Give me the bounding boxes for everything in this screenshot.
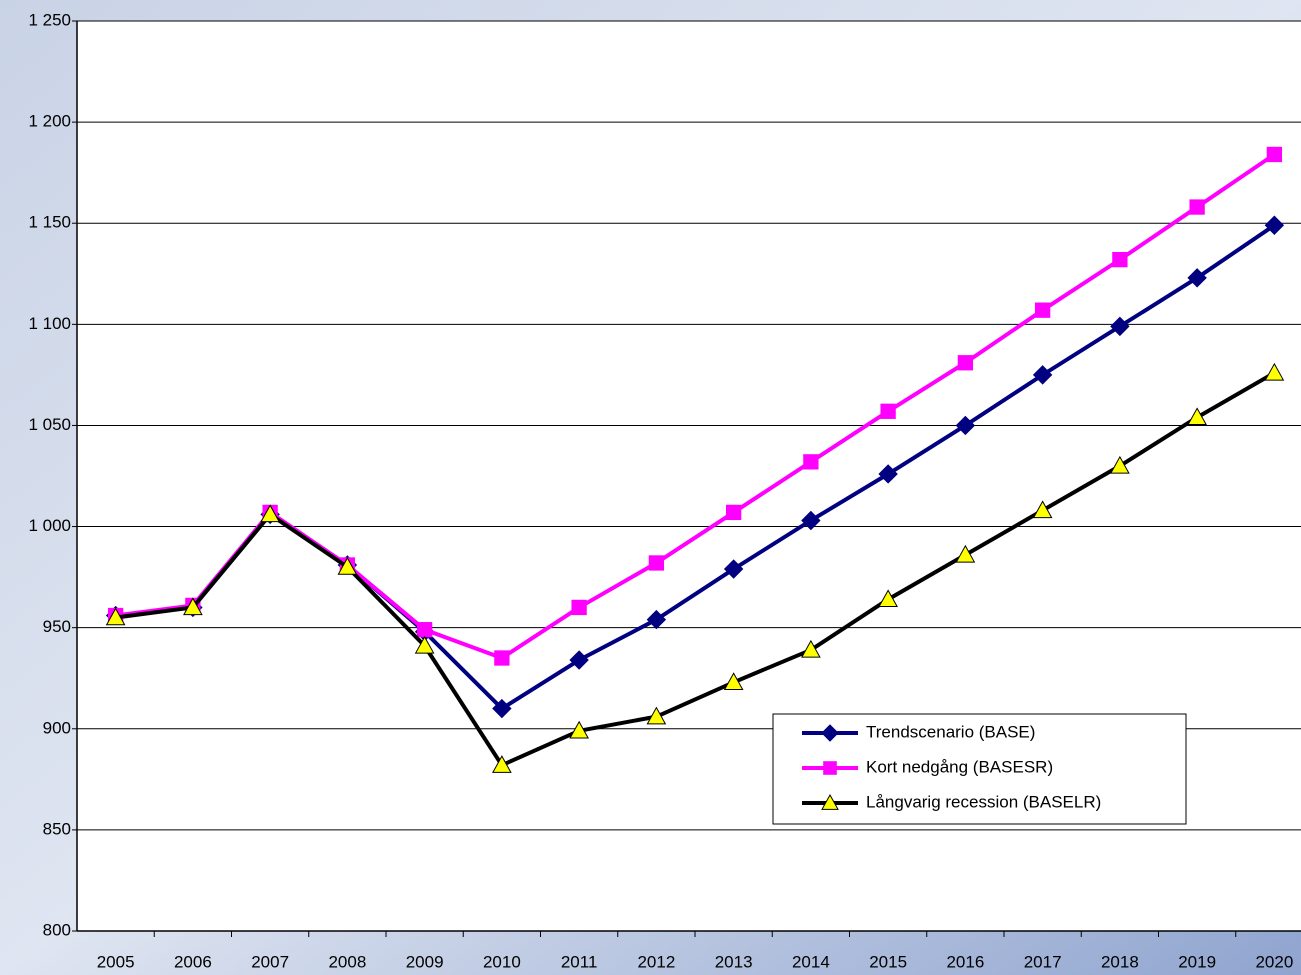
x-tick-label: 2005 <box>97 952 135 971</box>
marker <box>260 504 280 523</box>
x-tick-label: 2015 <box>869 952 907 971</box>
marker <box>1110 455 1130 474</box>
marker <box>1110 316 1130 337</box>
marker <box>723 672 744 690</box>
marker <box>1264 362 1285 381</box>
x-tick-label: 2014 <box>792 952 830 971</box>
x-tick-label: 2007 <box>251 952 289 971</box>
y-tick-label: 800 <box>43 920 71 939</box>
y-tick-label: 900 <box>43 718 71 737</box>
y-tick-label: 1 000 <box>28 516 71 535</box>
marker <box>878 464 898 484</box>
marker <box>1187 268 1207 288</box>
x-tick-label: 2008 <box>328 952 366 971</box>
marker <box>492 755 512 773</box>
marker <box>803 454 819 470</box>
marker <box>801 510 821 531</box>
y-tick-label: 1 150 <box>28 213 71 232</box>
marker <box>1032 365 1053 385</box>
marker <box>1189 199 1205 215</box>
grid: 800 850 900 950 1 000 1 050 1 100 1 150 1 200 1 2… <box>28 10 1301 971</box>
series-line <box>115 371 1276 768</box>
marker <box>414 635 435 654</box>
x-tick-label: 2018 <box>1101 952 1139 971</box>
marker <box>646 609 667 630</box>
marker <box>569 650 589 670</box>
marker <box>571 599 587 616</box>
x-tick-label: 2010 <box>483 952 521 971</box>
marker <box>1032 500 1053 519</box>
marker <box>878 589 898 608</box>
y-tick-label: 850 <box>43 819 71 838</box>
marker <box>337 556 358 575</box>
x-tick-label: 2020 <box>1255 952 1293 971</box>
marker <box>823 761 837 775</box>
x-tick-label: 2019 <box>1178 952 1216 971</box>
x-tick-label: 2016 <box>946 952 984 971</box>
marker <box>416 622 433 638</box>
y-tick-label: 1 200 <box>28 112 71 131</box>
marker <box>105 607 126 626</box>
x-tick-label: 2006 <box>174 952 212 971</box>
marker <box>955 544 976 563</box>
marker <box>725 504 742 521</box>
x-tick-label: 2009 <box>406 952 444 971</box>
marker <box>955 415 976 436</box>
legend-label: Kort nedgång (BASESR) <box>866 757 1053 776</box>
marker <box>1034 302 1051 318</box>
marker <box>648 555 665 571</box>
marker <box>646 706 667 725</box>
marker <box>1266 146 1283 163</box>
marker <box>183 597 203 616</box>
marker <box>492 698 512 719</box>
legend: Trendscenario (BASE) Kort nedgång (BASESR… <box>772 713 1187 825</box>
marker <box>1112 251 1128 268</box>
marker <box>494 650 510 666</box>
marker <box>821 724 839 742</box>
marker <box>801 639 821 658</box>
marker <box>880 403 896 419</box>
series-layer <box>105 146 1285 773</box>
y-tick-label: 950 <box>43 617 71 636</box>
marker <box>723 559 744 579</box>
legend-label: Trendscenario (BASE) <box>866 722 1035 741</box>
y-tick-label: 1 250 <box>28 10 71 29</box>
x-tick-label: 2013 <box>715 952 753 971</box>
legend-label: Långvarig recession (BASELR) <box>866 792 1101 811</box>
x-tick-label: 2017 <box>1024 952 1062 971</box>
marker <box>569 720 589 739</box>
marker <box>957 355 974 371</box>
marker <box>821 793 839 810</box>
x-tick-label: 2011 <box>561 952 598 971</box>
y-tick-label: 1 100 <box>28 314 71 333</box>
marker <box>1187 407 1207 426</box>
y-tick-label: 1 050 <box>28 415 71 434</box>
x-tick-label: 2012 <box>637 952 675 971</box>
marker <box>1264 215 1285 235</box>
